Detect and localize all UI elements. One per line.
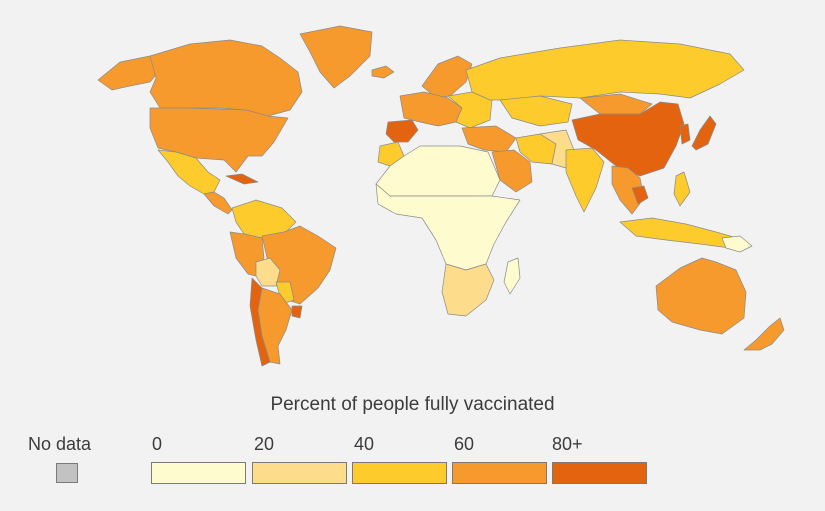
region-chile — [249, 277, 271, 367]
region-scandinavia — [421, 55, 473, 99]
region-cuba — [225, 173, 259, 185]
region-iceland — [371, 65, 395, 79]
region-papua-new-guinea — [721, 235, 753, 253]
legend-tick-0: 0 — [152, 434, 163, 454]
region-kazakhstan — [499, 95, 573, 127]
region-sub-saharan-africa — [375, 183, 521, 271]
world-vaccination-map — [97, 25, 785, 367]
region-uruguay — [291, 305, 303, 319]
region-bolivia — [255, 257, 281, 287]
region-new-zealand — [743, 317, 785, 351]
legend-tick-40: 40 — [354, 434, 375, 454]
region-australia — [655, 257, 747, 335]
region-cambodia — [631, 185, 649, 205]
region-usa — [149, 107, 289, 173]
legend-tick-20: 20 — [254, 434, 275, 454]
region-alaska — [97, 55, 161, 91]
region-central-america — [203, 191, 233, 215]
legend-tick-80-plus: 80+ — [552, 434, 583, 454]
region-japan — [691, 115, 717, 151]
region-korea — [679, 123, 691, 145]
region-iberia — [385, 119, 419, 143]
region-mongolia — [579, 93, 653, 115]
no-data-label: No data — [28, 434, 92, 454]
legend-swatch-40-60 — [352, 462, 447, 484]
region-southeast-asia — [611, 165, 645, 215]
region-philippines — [673, 171, 691, 207]
legend-swatch-80-plus — [552, 462, 647, 484]
region-south-africa — [441, 263, 495, 317]
region-madagascar — [503, 257, 521, 295]
no-data-swatch — [56, 463, 78, 483]
region-india — [565, 147, 605, 213]
region-greenland — [299, 25, 373, 89]
region-russia — [465, 39, 745, 101]
legend-swatch-0-20 — [151, 462, 246, 484]
region-china — [571, 101, 685, 177]
region-canada — [149, 39, 303, 117]
legend-swatch-60-80 — [452, 462, 547, 484]
legend-title: Percent of people fully vaccinated — [270, 394, 555, 415]
legend-swatch-20-40 — [252, 462, 347, 484]
legend-tick-60: 60 — [454, 434, 475, 454]
